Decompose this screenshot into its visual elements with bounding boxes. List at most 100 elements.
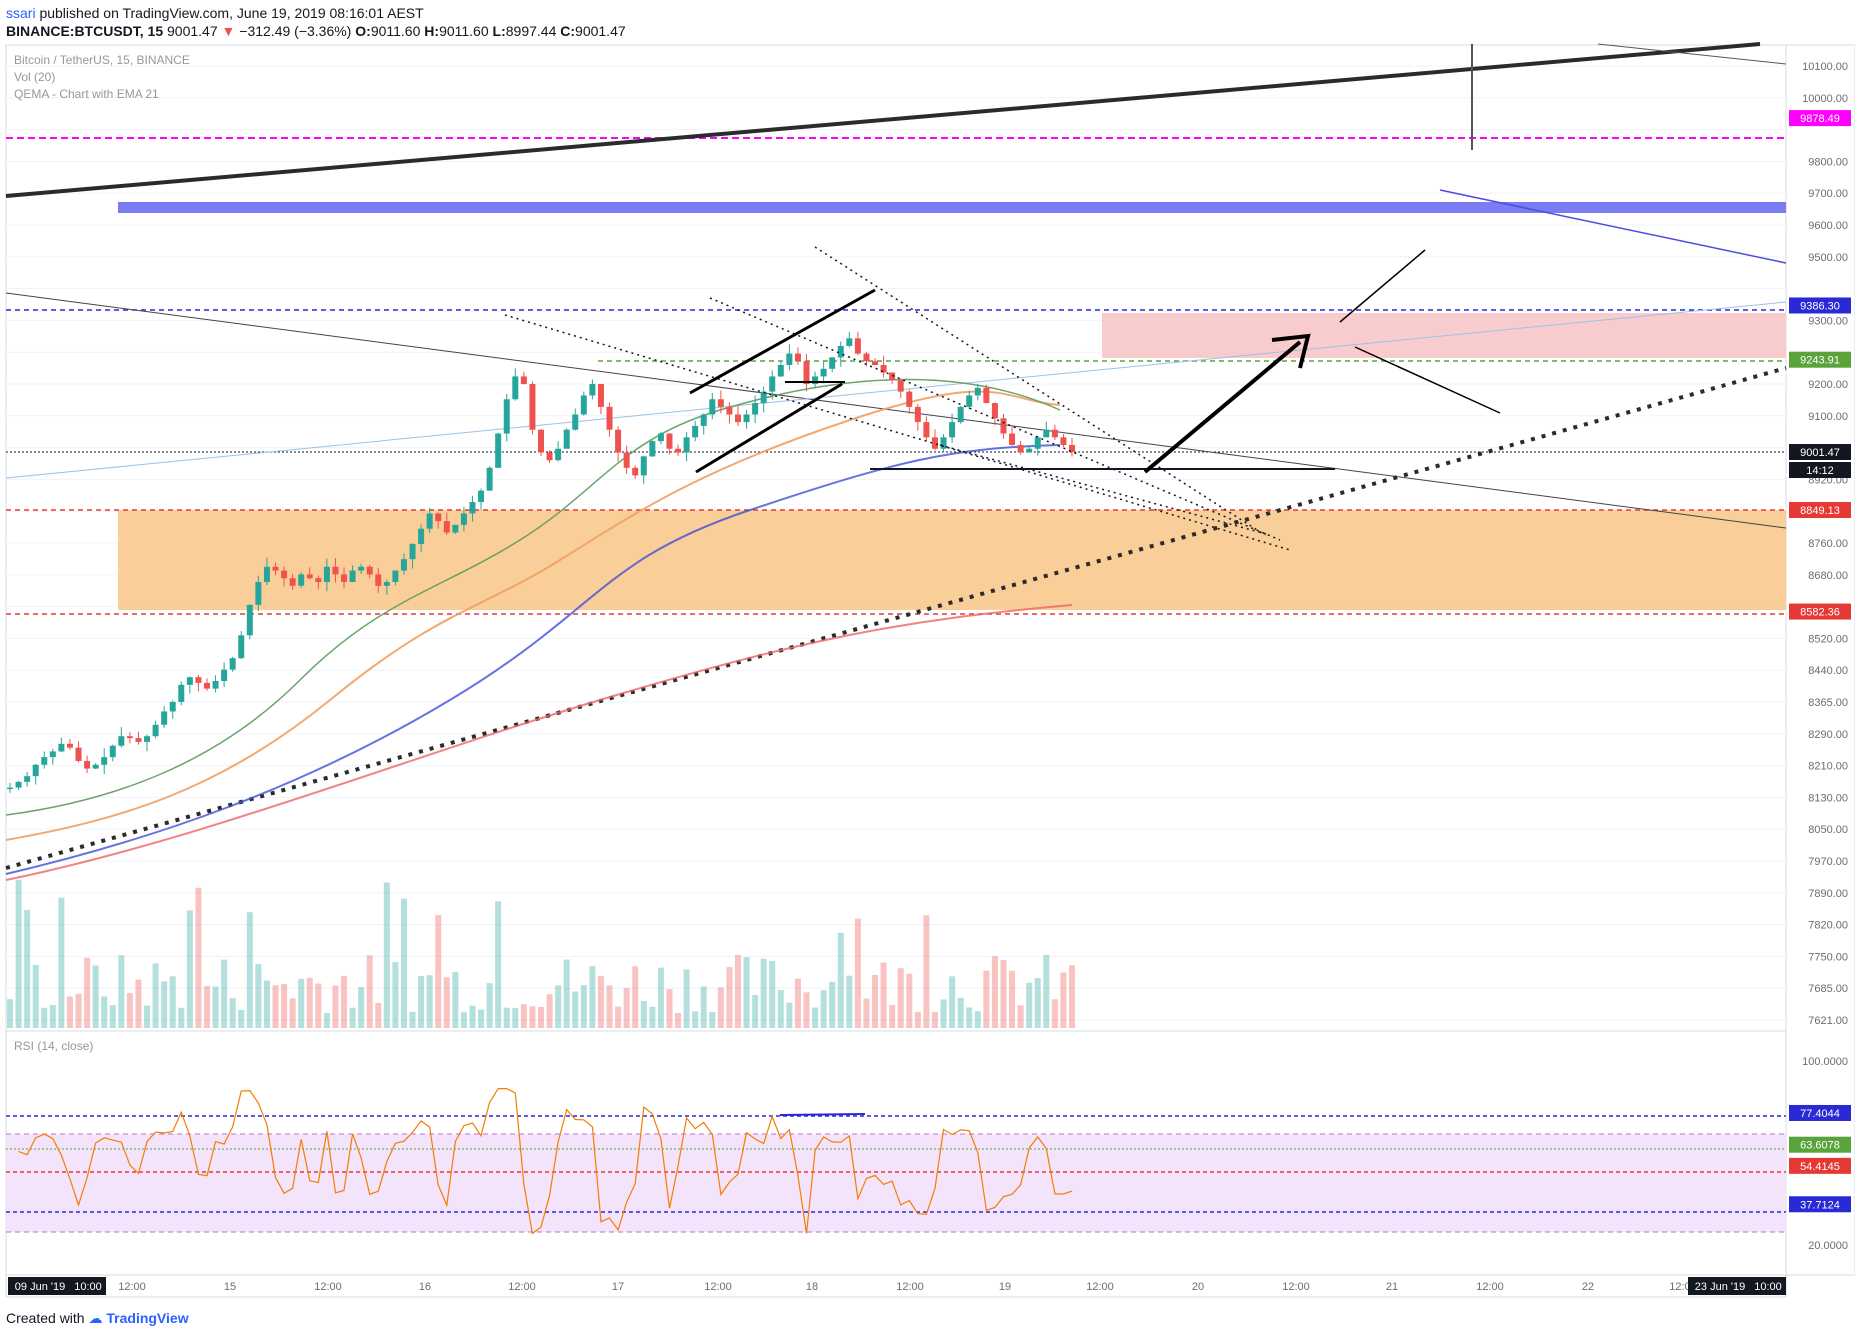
volume-bar: [872, 974, 879, 1028]
rsi-badge: [1789, 1136, 1851, 1153]
volume-bar: [760, 958, 767, 1028]
volume-bar: [101, 996, 108, 1028]
volume-bar: [41, 1007, 48, 1028]
volume-bar: [786, 1002, 793, 1028]
volume-bar: [358, 987, 365, 1028]
time-tick: 12:00: [1476, 1281, 1504, 1293]
volume-bar: [649, 1006, 656, 1028]
volume-bar: [135, 979, 142, 1028]
candle-body: [812, 376, 819, 385]
price-badge: [1789, 351, 1851, 368]
price-axis[interactable]: [1785, 44, 1855, 1276]
volume-bar: [212, 986, 219, 1028]
rsi-tick: 100.0000: [1802, 1056, 1848, 1068]
candle-body: [1069, 444, 1075, 452]
candle-body: [315, 578, 322, 583]
candle-body: [366, 566, 373, 575]
price-tick: 9500.00: [1808, 252, 1848, 264]
candle-body: [375, 574, 382, 586]
volume-bar: [255, 964, 262, 1028]
volume-bar: [469, 1005, 476, 1028]
high-value: 9011.60: [439, 23, 489, 39]
candle-body: [383, 582, 390, 586]
volume-bar: [495, 901, 502, 1028]
time-tick: 12:00: [896, 1281, 924, 1293]
price-tick: 9600.00: [1808, 220, 1848, 232]
price-tick: 8680.00: [1808, 570, 1848, 582]
volume-bar: [949, 976, 956, 1028]
candle-body: [486, 467, 493, 491]
time-tick: 12:00: [1086, 1281, 1114, 1293]
channel-lower-line: [695, 382, 843, 474]
volume-bar: [195, 887, 202, 1028]
volume-bar: [1009, 970, 1016, 1028]
ema-200-red: [5, 604, 1073, 881]
thin-descending-line: [1597, 43, 1787, 65]
volume-bar: [109, 1005, 116, 1028]
candle-body: [400, 559, 407, 571]
volume-bar: [726, 967, 733, 1028]
volume-bar: [794, 978, 801, 1028]
countdown-label: 14:12: [1806, 465, 1834, 477]
candle-body: [358, 566, 365, 571]
time-tick: 18: [806, 1281, 818, 1293]
volume-bar: [966, 1007, 973, 1028]
candle-body: [418, 528, 425, 544]
candle-body: [546, 452, 553, 461]
volume-bar: [486, 983, 493, 1028]
price-badge: [1789, 502, 1851, 518]
price-tick: 9800.00: [1808, 156, 1848, 168]
volume-bar: [512, 1008, 519, 1028]
publisher-name[interactable]: ssari: [6, 5, 36, 21]
target-line-up: [1339, 249, 1426, 323]
candle-body: [752, 403, 759, 415]
volume-bar: [118, 955, 125, 1028]
volume-bar: [229, 998, 236, 1028]
volume-bar: [238, 1009, 245, 1028]
legend-qema: QEMA - Chart with EMA 21: [14, 87, 159, 101]
volume-bar: [1034, 978, 1041, 1028]
volume-bar: [897, 968, 904, 1028]
candle-body: [837, 345, 844, 358]
candle-body: [563, 429, 570, 449]
volume-bar: [349, 1007, 356, 1028]
volume-bar: [1017, 1005, 1024, 1028]
tradingview-logo-icon[interactable]: ☁: [88, 1310, 103, 1326]
price-tick: 7750.00: [1808, 951, 1848, 963]
price-tick: 7685.00: [1808, 983, 1848, 995]
volume-bar: [1060, 972, 1067, 1028]
candle-body: [1043, 429, 1050, 438]
high-label: H:: [424, 23, 440, 39]
candle-body: [846, 338, 853, 346]
candle-body: [1000, 418, 1007, 434]
volume-bar: [263, 980, 270, 1028]
candle-body: [203, 682, 210, 689]
price-tick: 8365.00: [1808, 697, 1848, 709]
rsi-tick: 20.0000: [1808, 1240, 1848, 1252]
volume-bar: [1051, 999, 1058, 1028]
price-tick: 7621.00: [1808, 1015, 1848, 1027]
candle-body: [186, 677, 193, 685]
candle-body: [323, 566, 330, 583]
volume-bar: [383, 882, 390, 1028]
candle-body: [229, 658, 236, 670]
price-badge-label: 9386.30: [1800, 300, 1840, 312]
volume-bar: [1043, 954, 1050, 1028]
tradingview-brand[interactable]: TradingView: [106, 1310, 189, 1326]
candle-body: [666, 433, 673, 449]
price-tick: 8290.00: [1808, 729, 1848, 741]
price-badge: [1789, 444, 1851, 460]
candle-body: [281, 570, 288, 579]
candle-body: [931, 437, 938, 449]
rsi-badge-label: 77.4044: [1800, 1108, 1840, 1120]
price-badge-label: 9243.91: [1800, 355, 1840, 367]
candle-body: [101, 757, 108, 765]
candlestick-series[interactable]: [7, 331, 1075, 793]
ema-green: [5, 378, 1061, 816]
volume-bar: [1026, 982, 1033, 1028]
volume-bars: [7, 879, 1075, 1028]
time-tick: 21: [1386, 1281, 1398, 1293]
volume-bar: [452, 972, 459, 1028]
created-with: Created with: [6, 1310, 85, 1326]
